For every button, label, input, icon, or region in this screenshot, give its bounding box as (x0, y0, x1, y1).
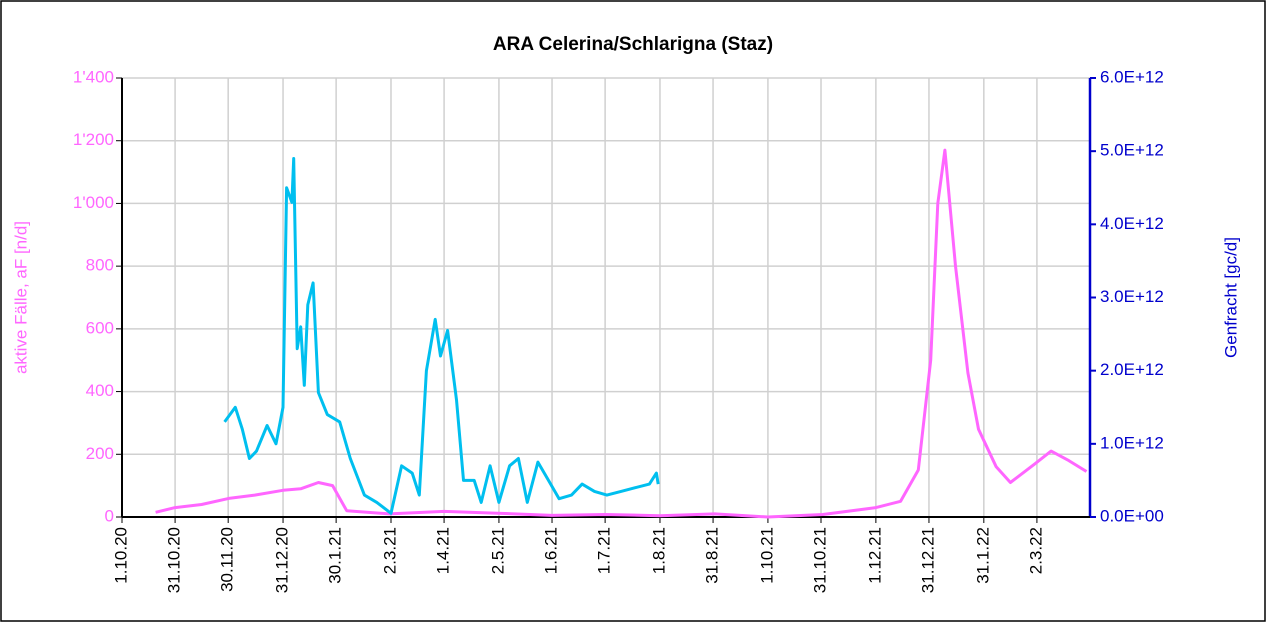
y2-tick-label: 5.0E+12 (1100, 141, 1164, 160)
y2-tick-label: 1.0E+12 (1100, 433, 1164, 452)
chart-title: ARA Celerina/Schlarigna (Staz) (493, 34, 773, 55)
x-tick-label: 31.8.21 (703, 527, 722, 584)
y-tick-label: 1'000 (73, 193, 114, 212)
y2-tick-label: 0.0E+00 (1100, 506, 1164, 525)
y-tick-label: 200 (86, 444, 114, 463)
x-tick-label: 30.11.20 (218, 527, 237, 592)
y2-tick-label: 3.0E+12 (1100, 287, 1164, 306)
x-tick-label: 31.12.21 (918, 527, 937, 593)
x-tick-label: 2.5.21 (488, 527, 507, 574)
x-tick-label: 1.4.21 (434, 527, 453, 574)
x-tick-label: 1.12.21 (865, 527, 884, 584)
x-tick-label: 1.7.21 (595, 527, 614, 574)
series-line (223, 157, 660, 515)
y-tick-label: 600 (86, 318, 114, 337)
x-tick-label: 1.10.20 (111, 527, 130, 584)
y2-tick-label: 4.0E+12 (1100, 214, 1164, 233)
y2-tick-label: 6.0E+12 (1100, 67, 1164, 86)
y-tick-label: 800 (86, 256, 114, 275)
series-line (155, 148, 1088, 519)
x-tick-label: 31.10.20 (165, 527, 184, 593)
y-axis-label: aktive Fälle, aF [n/d] (11, 221, 30, 374)
x-tick-label: 31.1.22 (973, 527, 992, 584)
x-tick-label: 31.10.21 (810, 527, 829, 593)
x-tick-label: 2.3.21 (380, 527, 399, 574)
x-tick-label: 31.12.20 (273, 527, 292, 593)
y-tick-label: 1'400 (73, 67, 114, 86)
y2-axis-label: Genfracht [gc/d] (1221, 237, 1240, 358)
y2-tick-label: 2.0E+12 (1100, 360, 1164, 379)
y-tick-label: 0 (105, 506, 114, 525)
x-tick-label: 1.10.21 (757, 527, 776, 584)
x-tick-label: 30.1.21 (326, 527, 345, 584)
x-tick-label: 2.3.22 (1026, 527, 1045, 574)
y-tick-label: 400 (86, 381, 114, 400)
y-tick-label: 1'200 (73, 130, 114, 149)
x-tick-label: 1.6.21 (542, 527, 561, 574)
x-tick-label: 1.8.21 (649, 527, 668, 574)
